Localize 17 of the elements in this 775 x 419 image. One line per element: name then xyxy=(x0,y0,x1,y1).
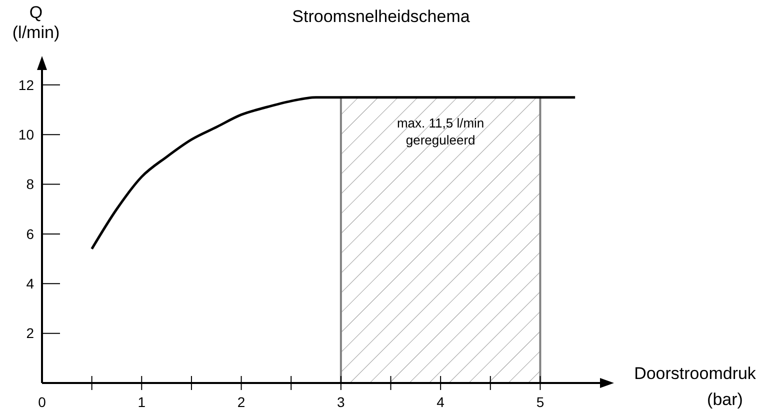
x-tick-label: 5 xyxy=(536,394,544,410)
x-tick-label: 2 xyxy=(237,394,246,410)
x-tick-label: 0 xyxy=(38,394,46,410)
x-axis-title: Doorstroomdruk (bar) xyxy=(634,364,756,409)
x-tick-label: 3 xyxy=(337,394,346,410)
y-axis-title: Q (l/min) xyxy=(12,3,60,42)
x-tick-label: 1 xyxy=(138,394,146,410)
y-tick-label: 6 xyxy=(26,226,34,242)
band-label: max. 11,5 l/min gereguleerd xyxy=(396,115,484,148)
x-tick-label: 4 xyxy=(436,394,445,410)
y-tick-label: 4 xyxy=(26,276,34,292)
y-tick-label: 12 xyxy=(18,76,34,93)
y-tick-label: 8 xyxy=(26,176,34,192)
chart-title: Stroomsnelheidschema xyxy=(292,7,470,26)
y-tick-label: 10 xyxy=(18,126,34,142)
line-series xyxy=(90,96,576,250)
y-tick-label: 2 xyxy=(26,325,34,342)
